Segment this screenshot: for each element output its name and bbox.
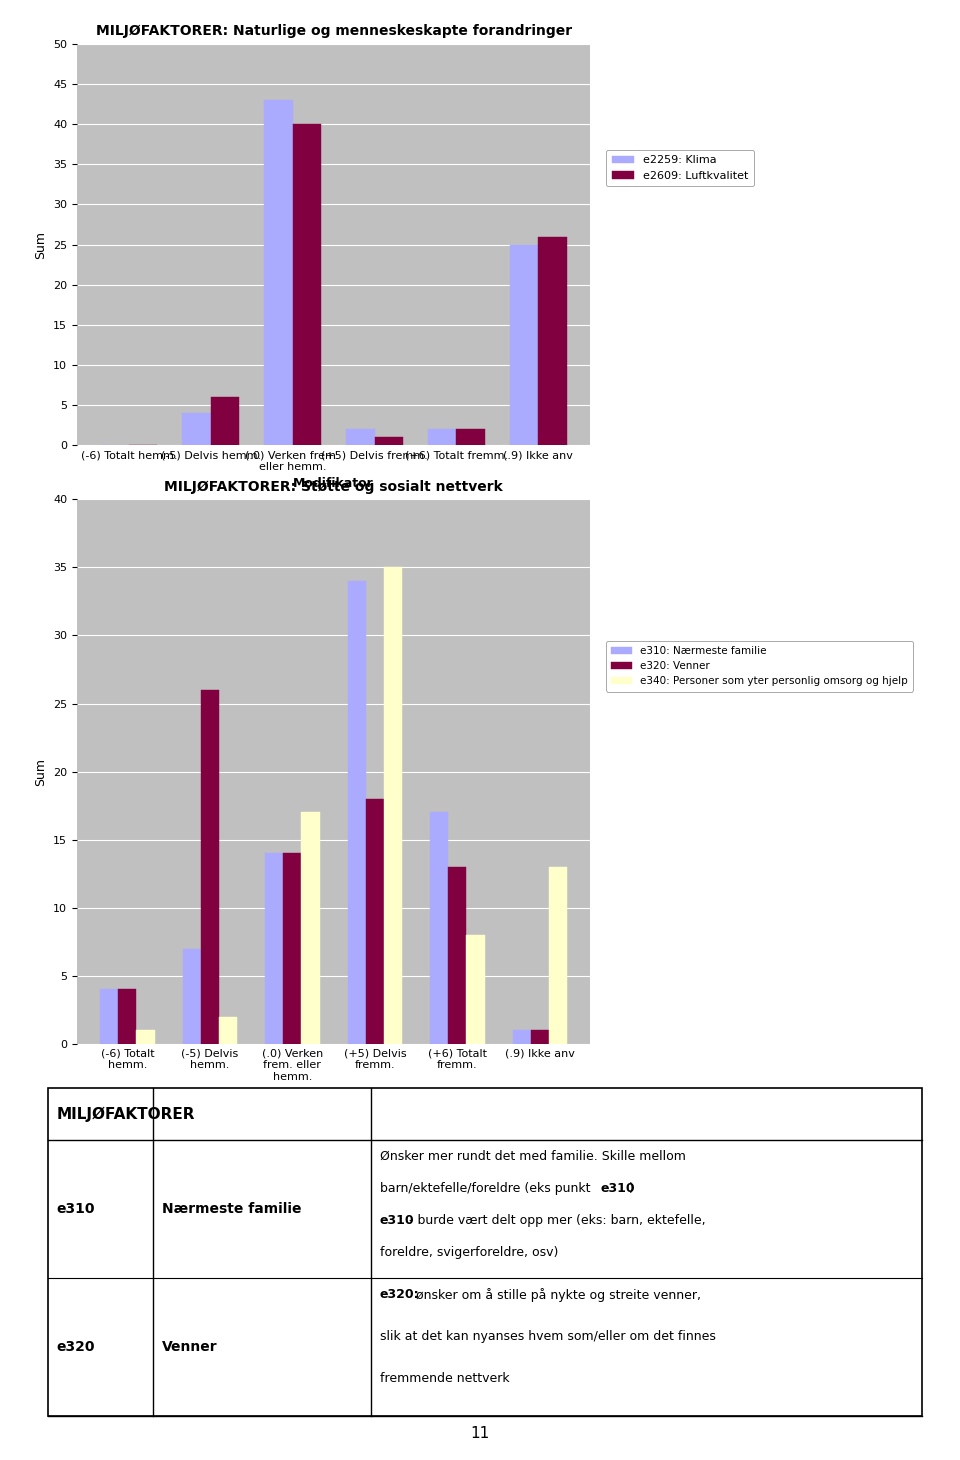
Text: e310: e310	[380, 1215, 415, 1228]
Text: ønsker om å stille på nykte og streite venner,: ønsker om å stille på nykte og streite v…	[416, 1288, 701, 1302]
Title: MILJØFAKTORER: Naturlige og menneskeskapte forandringer: MILJØFAKTORER: Naturlige og menneskeskap…	[96, 25, 571, 38]
Bar	[293, 124, 322, 445]
X-axis label: Modifikator: Modifikator	[293, 477, 374, 491]
Bar	[348, 581, 366, 1044]
Text: MILJØFAKTORER: MILJØFAKTORER	[57, 1107, 195, 1121]
Bar	[430, 812, 448, 1044]
Text: Venner: Venner	[161, 1340, 217, 1355]
Bar	[182, 949, 201, 1044]
Bar	[136, 1031, 155, 1044]
Bar	[201, 691, 219, 1044]
Text: Ønsker mer rundt det med familie. Skille mellom: Ønsker mer rundt det med familie. Skille…	[380, 1150, 685, 1164]
X-axis label: Modifikator: Modifikator	[293, 1088, 374, 1101]
Text: fremmende nettverk: fremmende nettverk	[380, 1372, 510, 1384]
Bar	[374, 438, 403, 445]
Legend: e310: Nærmeste familie, e320: Venner, e340: Personer som yter personlig omsorg o: e310: Nærmeste familie, e320: Venner, e3…	[606, 641, 913, 692]
Text: Nærmeste familie: Nærmeste familie	[161, 1202, 301, 1216]
Bar	[100, 990, 118, 1044]
Text: e310: e310	[57, 1202, 95, 1216]
Legend: e2259: Klima, e2609: Luftkvalitet: e2259: Klima, e2609: Luftkvalitet	[606, 150, 754, 187]
Bar	[448, 867, 467, 1044]
Text: ): )	[629, 1183, 634, 1196]
Bar	[182, 413, 211, 445]
Text: foreldre, svigerforeldre, osv): foreldre, svigerforeldre, osv)	[380, 1247, 559, 1260]
Bar	[265, 853, 283, 1044]
Bar	[211, 397, 239, 445]
Bar	[301, 812, 320, 1044]
Text: - burde vært delt opp mer (eks: barn, ektefelle,: - burde vært delt opp mer (eks: barn, ek…	[409, 1215, 706, 1228]
Y-axis label: Sum: Sum	[35, 758, 47, 785]
Bar	[219, 1016, 237, 1044]
Text: slik at det kan nyanses hvem som/eller om det finnes: slik at det kan nyanses hvem som/eller o…	[380, 1330, 716, 1343]
Bar	[428, 429, 456, 445]
Bar	[513, 1031, 531, 1044]
Bar	[283, 853, 301, 1044]
Bar	[531, 1031, 549, 1044]
Bar	[118, 990, 136, 1044]
Bar	[510, 244, 539, 445]
Text: 11: 11	[470, 1426, 490, 1441]
Bar	[346, 429, 374, 445]
Text: e320:: e320:	[380, 1288, 420, 1301]
Title: MILJØFAKTORER: Støtte og sosialt nettverk: MILJØFAKTORER: Støtte og sosialt nettver…	[164, 480, 503, 493]
Text: e320: e320	[57, 1340, 95, 1355]
Bar	[384, 568, 402, 1044]
Bar	[264, 99, 293, 445]
Bar	[549, 867, 567, 1044]
Text: e310: e310	[600, 1183, 635, 1196]
Bar	[539, 237, 567, 445]
Bar	[467, 934, 485, 1044]
Y-axis label: Sum: Sum	[35, 231, 47, 258]
Text: barn/ektefelle/foreldre (eks punkt: barn/ektefelle/foreldre (eks punkt	[380, 1183, 594, 1196]
Bar	[456, 429, 485, 445]
Bar	[366, 799, 384, 1044]
